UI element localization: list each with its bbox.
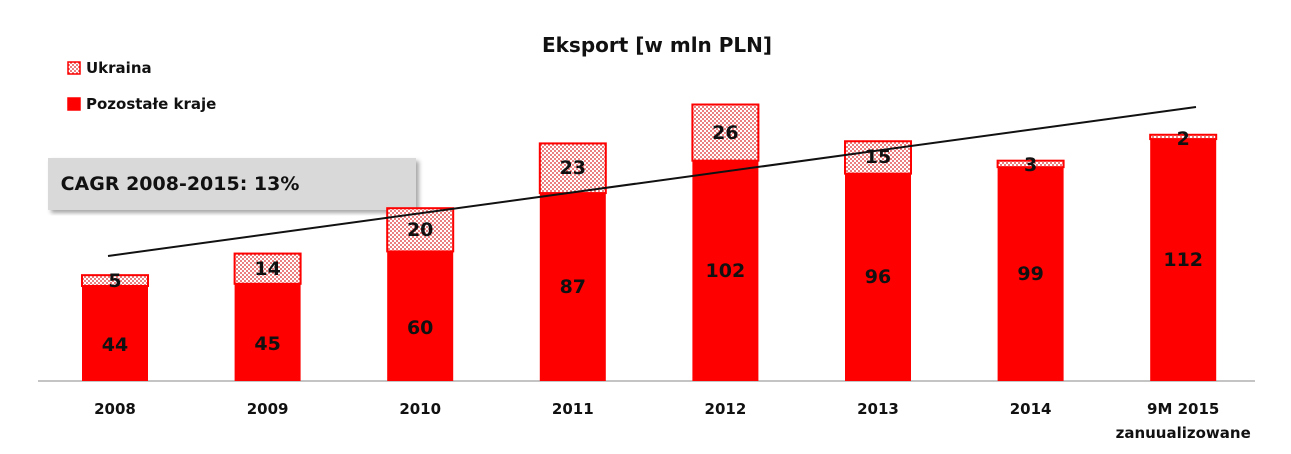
value-label: 2 (1176, 127, 1190, 150)
value-label: 87 (559, 276, 587, 299)
value-label: 99 (1017, 263, 1044, 286)
value-label: 14 (254, 257, 281, 280)
value-label: 20 (406, 218, 434, 241)
value-label: 3 (1023, 153, 1038, 176)
x-tick-label: 2008 (94, 400, 136, 418)
value-label: 26 (712, 121, 739, 144)
bar-segment (82, 285, 148, 381)
bar-segment (845, 173, 911, 381)
legend-swatch (67, 97, 81, 111)
bar-segment-ukraina (691, 103, 760, 162)
x-tick-label: 2011 (551, 400, 594, 418)
x-tick-label: 9M 2015 zanuualizowane (1115, 400, 1251, 442)
x-tick-label: 2010 (399, 400, 442, 418)
value-label: 23 (559, 157, 587, 180)
x-tick-label: 2012 (704, 400, 747, 418)
value-label: 5 (108, 269, 122, 292)
legend-swatch (67, 61, 81, 75)
bar-segment-ukraina (81, 274, 149, 287)
value-label: 112 (1163, 249, 1204, 272)
value-label: 45 (254, 333, 281, 356)
chart-title: Eksport [w mln PLN] (541, 33, 773, 57)
legend-label: Pozostałe kraje (86, 95, 217, 113)
bar-segment-ukraina (233, 252, 302, 285)
annotation: CAGR 2008-2015: 13% (60, 173, 300, 195)
bar-segment-ukraina (386, 207, 455, 253)
x-tick-label: 2013 (857, 400, 899, 418)
value-label: 96 (864, 266, 892, 289)
x-tick-label: 2009 (246, 400, 289, 418)
value-label: 102 (705, 259, 746, 282)
bar-segment (1150, 139, 1217, 381)
bar-segment (234, 283, 301, 381)
bar-segment (387, 251, 454, 381)
x-tick-label: 2014 (1009, 400, 1052, 418)
bar-segment (997, 167, 1064, 381)
trend-line (107, 106, 1197, 257)
value-label: 15 (864, 146, 892, 169)
bar-segment (692, 160, 759, 381)
bar-segment-ukraina (1149, 133, 1218, 141)
value-label: 44 (101, 334, 129, 357)
bar-segment (539, 193, 606, 381)
bar-segment-ukraina (996, 159, 1065, 169)
value-label: 60 (406, 317, 434, 340)
legend-label: Ukraina (86, 59, 152, 77)
annotation-box (48, 158, 416, 210)
